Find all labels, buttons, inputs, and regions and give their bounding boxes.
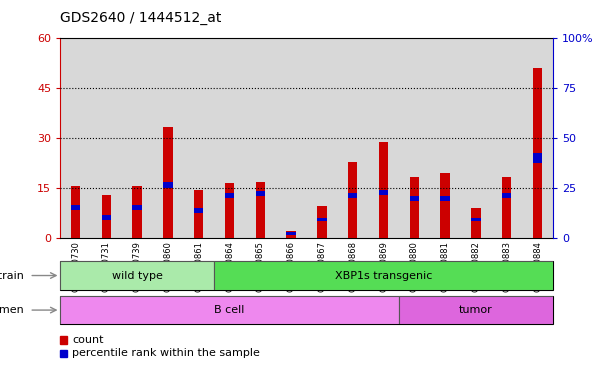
Bar	[163, 182, 172, 188]
Bar	[194, 190, 203, 238]
Bar	[102, 215, 111, 220]
Bar	[194, 208, 203, 213]
Bar	[317, 218, 326, 222]
Text: strain: strain	[0, 270, 24, 281]
Bar	[441, 197, 450, 202]
Bar	[60, 296, 399, 324]
Bar	[471, 208, 481, 238]
Bar	[132, 187, 142, 238]
Bar	[60, 38, 91, 238]
Bar	[225, 183, 234, 238]
Bar	[287, 232, 296, 238]
Text: specimen: specimen	[0, 305, 24, 315]
Bar	[471, 218, 481, 222]
Bar	[245, 38, 276, 238]
Bar	[60, 261, 214, 290]
Bar	[430, 38, 460, 238]
Bar	[102, 195, 111, 238]
Bar	[502, 193, 511, 198]
Bar	[410, 197, 419, 202]
Bar	[153, 38, 183, 238]
Bar	[121, 38, 153, 238]
Bar	[214, 38, 245, 238]
Text: count: count	[72, 335, 103, 345]
Bar	[132, 205, 142, 210]
Bar	[502, 177, 511, 238]
Text: GDS2640 / 1444512_at: GDS2640 / 1444512_at	[60, 11, 222, 25]
Text: percentile rank within the sample: percentile rank within the sample	[72, 348, 260, 358]
Text: wild type: wild type	[112, 270, 162, 281]
Bar	[71, 205, 80, 210]
Bar	[225, 193, 234, 198]
Bar	[410, 177, 419, 238]
Bar	[348, 193, 358, 198]
Bar	[317, 207, 326, 238]
Bar	[533, 153, 542, 163]
Bar	[183, 38, 214, 238]
Bar	[276, 38, 307, 238]
Bar	[379, 142, 388, 238]
Bar	[255, 192, 265, 197]
Bar	[255, 182, 265, 238]
Bar	[491, 38, 522, 238]
Text: B cell: B cell	[215, 305, 245, 315]
Bar	[71, 187, 80, 238]
Bar	[368, 38, 399, 238]
Bar	[533, 68, 542, 238]
Bar	[460, 38, 491, 238]
Bar	[163, 127, 172, 238]
Bar	[379, 190, 388, 195]
Bar	[522, 38, 553, 238]
Text: XBP1s transgenic: XBP1s transgenic	[335, 270, 432, 281]
Bar	[287, 232, 296, 235]
Bar	[399, 38, 430, 238]
Bar	[348, 162, 358, 238]
Bar	[441, 173, 450, 238]
Bar	[399, 296, 553, 324]
Bar	[91, 38, 121, 238]
Bar	[307, 38, 337, 238]
Text: tumor: tumor	[459, 305, 493, 315]
Bar	[337, 38, 368, 238]
Bar	[214, 261, 553, 290]
